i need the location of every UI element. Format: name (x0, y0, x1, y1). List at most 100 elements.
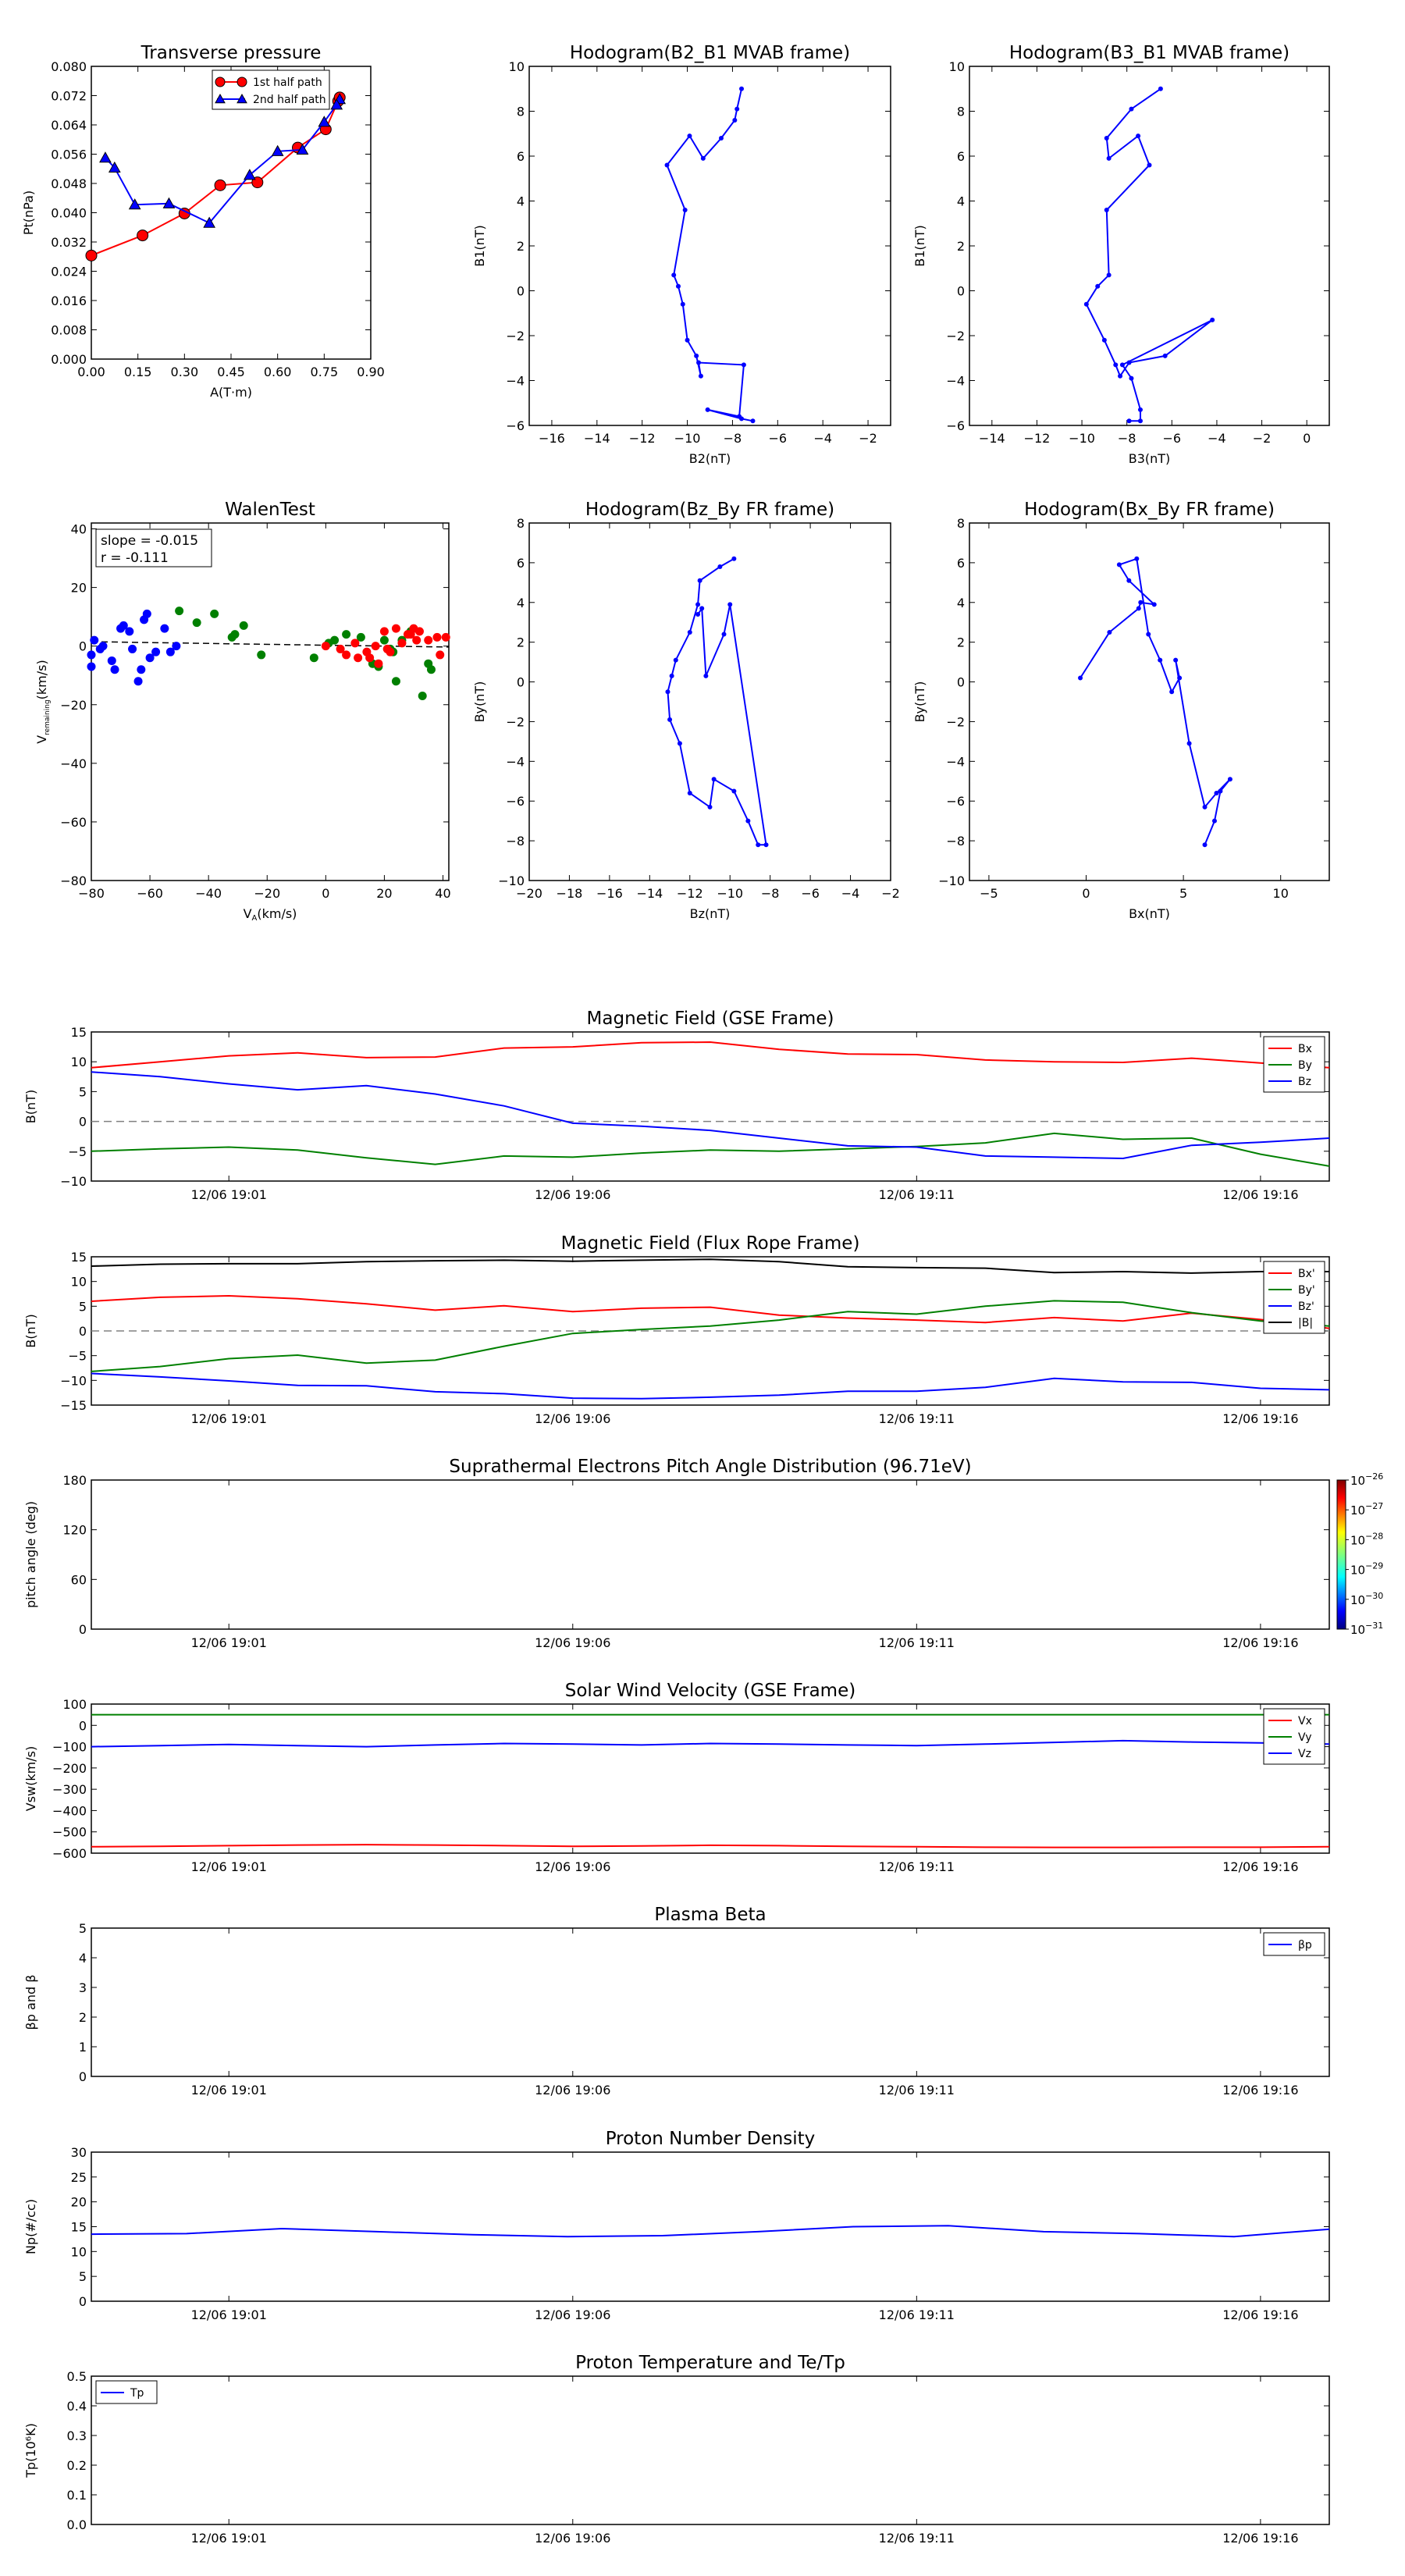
data-point (1173, 657, 1179, 663)
proton_density-ylabel: Np(#/cc) (23, 2199, 38, 2254)
data-point (1113, 362, 1119, 368)
x-tick-label: −16 (539, 431, 565, 446)
y-tick-label: −10 (60, 1174, 87, 1189)
y-tick-label: 0.040 (51, 206, 87, 221)
sw_velocity-ylabel: Vsw(km/s) (23, 1746, 38, 1811)
y-tick-label: 8 (957, 516, 965, 531)
y-tick-label: 2 (79, 2010, 87, 2025)
time-tick-label: 12/06 19:11 (879, 1411, 955, 1426)
series-line-line (91, 2225, 1330, 2238)
series-Bz-line (91, 1372, 1330, 1400)
y-tick-label: −10 (498, 873, 525, 888)
time-tick-label: 12/06 19:01 (191, 1635, 267, 1650)
hodo_bx_by-plot-frame (969, 522, 1330, 881)
chart-mag-fr: Magnetic Field (Flux Rope Frame) −15 −10 −5… (23, 1233, 1330, 1426)
data-point (350, 639, 360, 648)
y-tick-label: 60 (71, 1572, 87, 1587)
time-tick-label: 12/06 19:06 (535, 2307, 610, 2322)
walen_test-plot-frame (91, 522, 450, 881)
chart-sw-velocity: Solar Wind Velocity (GSE Frame) −600 −500 −… (23, 1681, 1330, 1874)
data-point (1129, 375, 1134, 381)
data-point (108, 161, 121, 173)
data-point (1107, 629, 1112, 635)
data-point (705, 407, 710, 412)
y-tick-label: −4 (506, 754, 525, 769)
time-tick-label: 12/06 19:16 (1222, 2531, 1298, 2546)
y-tick-label: 0 (79, 1718, 87, 1733)
data-point (379, 635, 389, 645)
data-point (665, 689, 670, 695)
data-point (1202, 804, 1208, 809)
data-point (745, 818, 751, 824)
legend-label: Bz (1298, 1076, 1311, 1088)
data-point (1129, 106, 1134, 112)
mag_gse-ylabel: B(nT) (23, 1090, 38, 1123)
slope-annotation: slope = -0.015 (101, 533, 198, 549)
y-tick-label: 0.0 (67, 2517, 87, 2532)
data-point (1186, 741, 1192, 746)
legend-marker (237, 93, 247, 104)
chart-hodo-b2-b1: Hodogram(B2_B1 MVAB frame) −6 −4 −2 0 2 4 6 8 10 −… (472, 43, 891, 466)
data-point (1126, 418, 1132, 424)
x-tick-label: −18 (557, 886, 583, 901)
data-point (214, 179, 226, 191)
hodo_bz_by-ylabel: By(nT) (472, 681, 487, 723)
data-point (1146, 632, 1151, 637)
y-tick-label: 20 (71, 2195, 87, 2210)
legend-label: Bx (1298, 1043, 1312, 1055)
x-tick-label: −10 (1069, 431, 1095, 446)
data-point (677, 741, 682, 746)
data-point (239, 621, 248, 630)
y-tick-label: 0.056 (51, 148, 87, 162)
data-point (732, 118, 738, 123)
colorbar-label: 10−26 (1350, 1471, 1383, 1488)
y-tick-label: 0 (79, 1324, 87, 1339)
plasma_beta-ylabel: βp and β (23, 1975, 38, 2030)
y-tick-label: 5 (79, 1299, 87, 1314)
data-point (436, 650, 445, 660)
data-point (330, 98, 343, 110)
time-tick-label: 12/06 19:06 (535, 1411, 610, 1426)
y-tick-label: 4 (517, 596, 525, 610)
y-tick-label: 0 (79, 1115, 87, 1130)
y-tick-label: 4 (957, 596, 965, 610)
series-Vx-line (91, 1844, 1330, 1848)
x-tick-label: −60 (137, 886, 163, 901)
data-point (210, 609, 219, 618)
time-tick-label: 12/06 19:01 (191, 2531, 267, 2546)
y-tick-label: 2 (517, 635, 525, 650)
data-point (717, 564, 723, 569)
y-tick-label: 10 (71, 1055, 87, 1069)
data-point (673, 657, 678, 663)
mag_fr-title: Magnetic Field (Flux Rope Frame) (561, 1233, 860, 1254)
x-tick-label: −8 (724, 431, 742, 446)
data-point (685, 337, 690, 343)
fit-line (91, 641, 450, 648)
y-tick-label: 5 (79, 2269, 87, 2284)
chart-mag-gse: Magnetic Field (GSE Frame) −10 −5 0 5 10 15 12/… (23, 1009, 1330, 1202)
data-point (374, 659, 383, 668)
y-tick-label: 0 (79, 1622, 87, 1637)
data-point (110, 665, 119, 674)
y-tick-label: 5 (79, 1084, 87, 1099)
data-point (397, 639, 407, 648)
x-tick-label: −40 (195, 886, 222, 901)
data-point (160, 624, 169, 633)
hodogram-path (666, 88, 753, 422)
proton_temp-ylabel: Tp(10⁶K) (23, 2423, 38, 2478)
data-point (175, 607, 184, 616)
series-Bx-line (91, 1294, 1330, 1329)
data-point (203, 216, 216, 228)
x-tick-label: −2 (881, 886, 900, 901)
data-point (1101, 337, 1107, 343)
data-point (703, 673, 709, 678)
chart-hodo-bx-by: Hodogram(Bx_By FR frame) −10 −8 −6 −4 −2 0 2 4 6 8… (912, 500, 1330, 921)
x-tick-label: −20 (516, 886, 542, 901)
y-tick-label: −4 (946, 754, 965, 769)
hodo_bx_by-xlabel: Bx(nT) (1129, 906, 1170, 921)
data-point (296, 143, 309, 155)
data-point (85, 249, 98, 262)
data-point (1106, 272, 1112, 278)
data-point (687, 629, 692, 635)
data-point (1126, 578, 1132, 583)
